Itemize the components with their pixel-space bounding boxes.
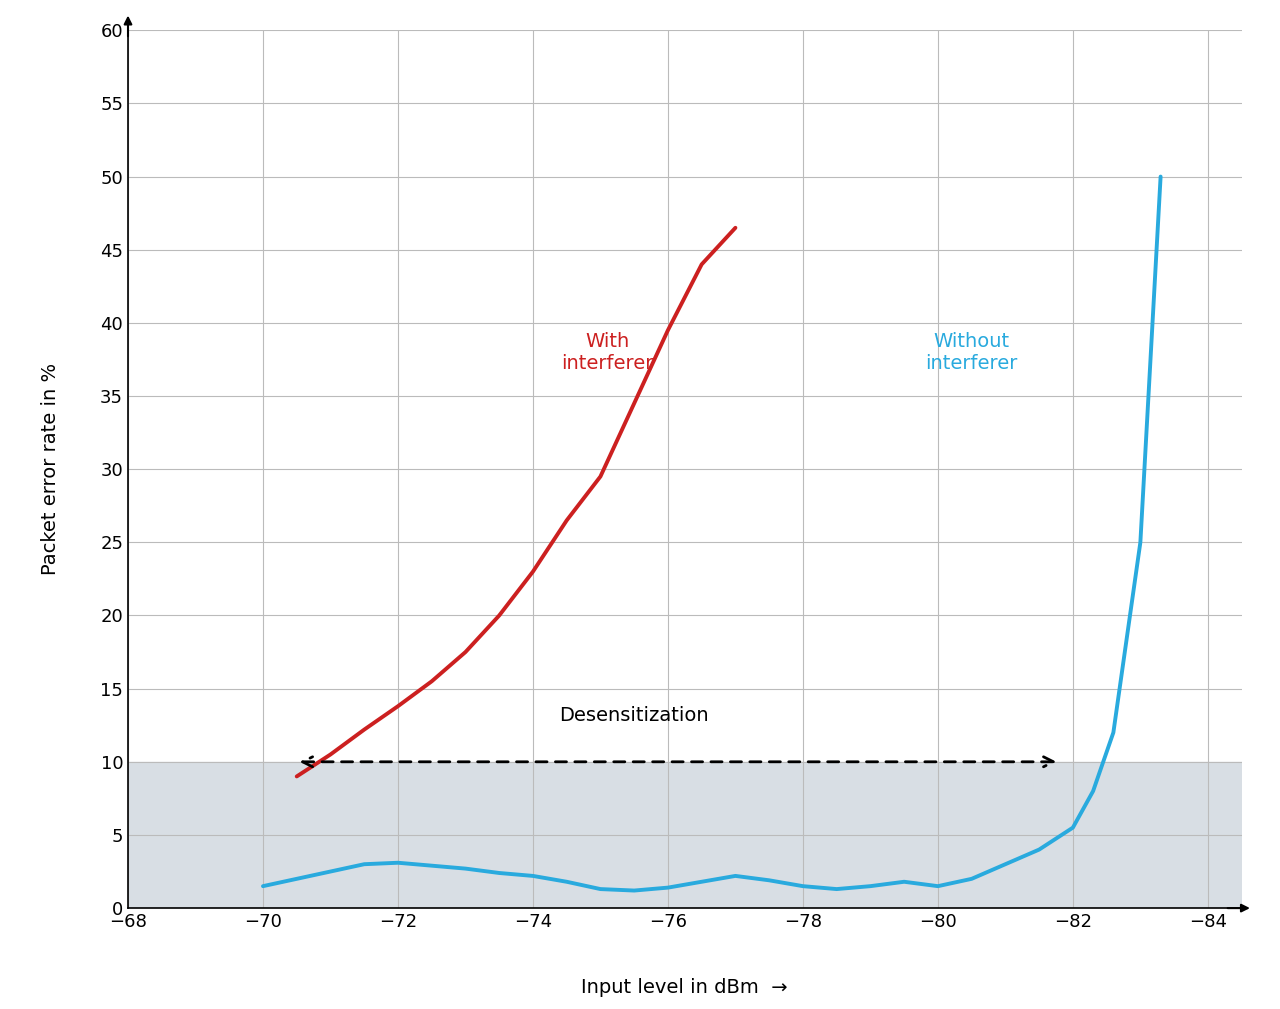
Text: Desensitization: Desensitization: [559, 706, 709, 725]
Text: Packet error rate in %: Packet error rate in %: [41, 363, 60, 575]
Text: With
interferer: With interferer: [561, 332, 653, 372]
Text: Without
interferer: Without interferer: [925, 332, 1018, 372]
Text: Input level in dBm  →: Input level in dBm →: [581, 979, 788, 997]
Bar: [128, 762, 1242, 908]
